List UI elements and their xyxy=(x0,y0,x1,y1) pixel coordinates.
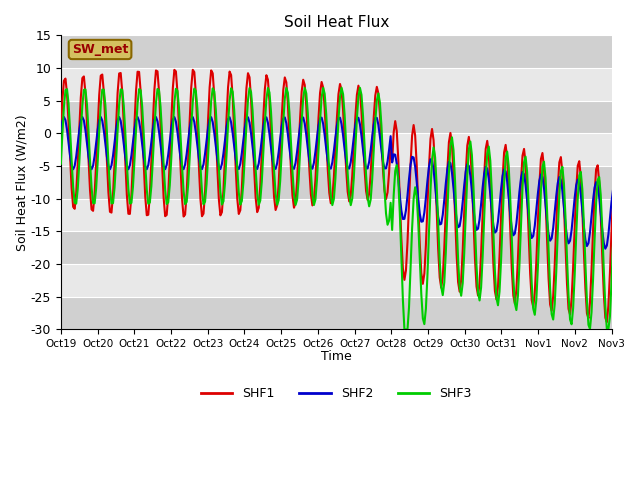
SHF3 xyxy=(77,130,84,135)
SHF1 xyxy=(95,92,103,98)
X-axis label: Time: Time xyxy=(321,350,351,363)
Y-axis label: Soil Heat Flux (W/m2): Soil Heat Flux (W/m2) xyxy=(15,114,28,251)
SHF1 xyxy=(477,251,485,256)
Bar xyxy=(61,264,612,297)
SHF1 xyxy=(57,127,65,133)
Bar xyxy=(61,101,612,133)
SHF3 xyxy=(361,142,369,148)
SHF2 xyxy=(97,114,104,120)
Line: SHF1: SHF1 xyxy=(61,70,640,328)
SHF2 xyxy=(638,251,640,257)
SHF3 xyxy=(401,326,408,332)
SHF3 xyxy=(338,85,346,91)
Bar xyxy=(61,36,612,68)
SHF1 xyxy=(564,306,572,312)
SHF2 xyxy=(477,201,485,207)
SHF3 xyxy=(566,317,574,323)
Bar xyxy=(61,297,612,329)
SHF2 xyxy=(57,128,65,133)
SHF2 xyxy=(79,114,86,120)
Legend: SHF1, SHF2, SHF3: SHF1, SHF2, SHF3 xyxy=(196,383,477,406)
Bar xyxy=(61,68,612,101)
Bar xyxy=(61,166,612,199)
Line: SHF2: SHF2 xyxy=(61,117,640,254)
Bar xyxy=(61,199,612,231)
Title: Soil Heat Flux: Soil Heat Flux xyxy=(284,15,389,30)
SHF3 xyxy=(479,254,486,260)
SHF1 xyxy=(77,95,84,100)
Bar xyxy=(61,133,612,166)
Text: SW_met: SW_met xyxy=(72,43,128,56)
Line: SHF3: SHF3 xyxy=(61,88,640,329)
Bar xyxy=(61,231,612,264)
SHF1 xyxy=(189,67,196,72)
SHF2 xyxy=(77,118,84,123)
SHF2 xyxy=(361,158,369,164)
SHF1 xyxy=(361,166,369,172)
SHF3 xyxy=(57,161,65,167)
SHF3 xyxy=(95,129,103,134)
SHF2 xyxy=(564,240,572,246)
